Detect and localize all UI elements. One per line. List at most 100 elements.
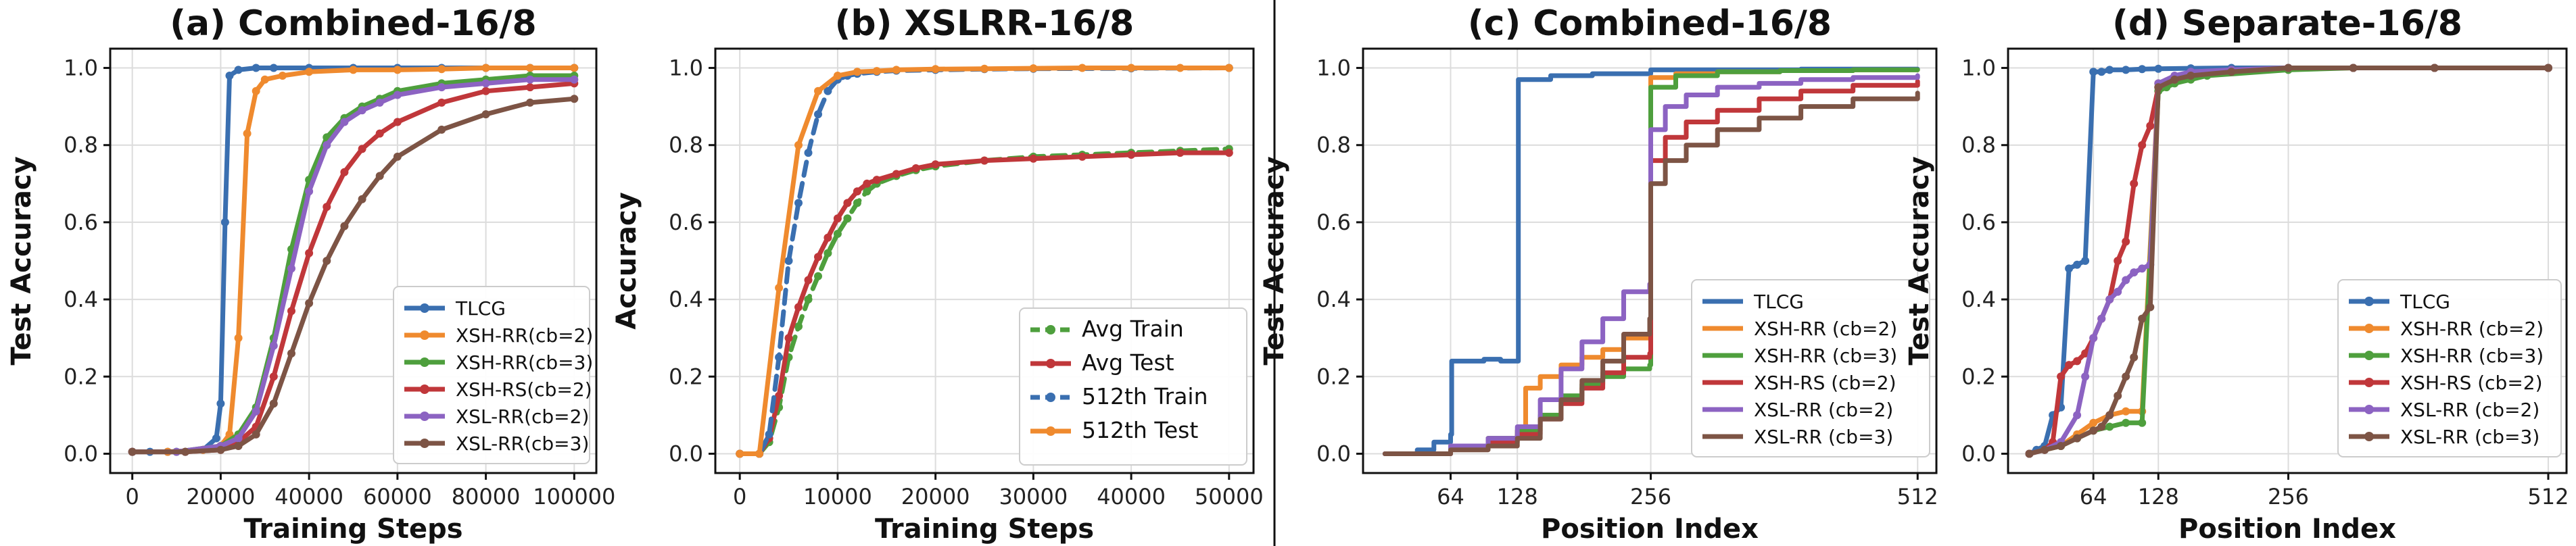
data-point (2154, 64, 2163, 73)
data-point (2089, 418, 2098, 427)
legend-box (2337, 279, 2562, 457)
data-point (252, 430, 260, 439)
chart-title: (c) Combined-16/8 (1468, 3, 1832, 44)
x-tick-label: 20000 (901, 484, 970, 510)
legend-label: TLCG (1753, 291, 1804, 313)
data-point (794, 199, 803, 207)
data-point (225, 72, 234, 80)
y-axis-label: Test Accuracy (1259, 156, 1290, 365)
legend-swatch-marker (1046, 426, 1055, 436)
legend-label: XSL-RR (cb=3) (1754, 426, 1893, 448)
data-point (833, 230, 842, 238)
legend-swatch-marker (420, 439, 429, 448)
x-tick-label: 256 (2268, 484, 2309, 510)
data-point (804, 295, 813, 304)
data-point (2187, 72, 2195, 80)
data-point (128, 447, 137, 456)
data-point (2122, 407, 2130, 416)
y-tick-label: 0.8 (669, 132, 703, 158)
legend-label: XSL-RR (cb=3) (2400, 426, 2539, 448)
data-point (305, 68, 314, 76)
data-point (2105, 422, 2114, 431)
data-point (1224, 149, 1233, 157)
data-point (2065, 361, 2074, 370)
chart-panel-b: 0 10000 20000 30000 40000 50000 0.0 0.2 0.4 0.6 0.… (611, 3, 1264, 545)
y-tick-label: 0.2 (64, 364, 98, 389)
y-tick-label: 0.0 (1961, 441, 1996, 466)
data-point (804, 276, 813, 284)
legend-label: XSH-RR (cb=3) (1754, 345, 1897, 367)
data-point (375, 98, 384, 107)
y-tick-label: 0.0 (1316, 441, 1351, 466)
data-point (358, 106, 366, 115)
legend-label: XSH-RS(cb=2) (456, 378, 592, 401)
data-point (1127, 64, 1136, 72)
data-point (234, 66, 243, 74)
x-tick-label: 64 (2080, 484, 2107, 510)
data-point (437, 83, 446, 92)
data-point (2089, 68, 2098, 76)
data-point (526, 75, 534, 84)
data-point (323, 203, 331, 212)
data-point (853, 199, 861, 207)
y-tick-label: 0.4 (1316, 287, 1351, 312)
x-tick-label: 64 (1437, 484, 1464, 510)
legend-swatch-marker (1046, 359, 1055, 368)
data-point (2138, 418, 2147, 427)
data-point (260, 75, 269, 84)
legend-label: XSH-RR (cb=3) (2400, 345, 2544, 367)
data-point (784, 334, 793, 343)
data-point (794, 141, 803, 149)
data-point (1078, 64, 1087, 72)
y-tick-label: 0.0 (669, 441, 703, 466)
data-point (833, 214, 842, 223)
legend-swatch-marker (2364, 432, 2374, 441)
data-point (2170, 75, 2179, 84)
data-point (252, 86, 260, 95)
data-point (323, 257, 331, 265)
data-point (481, 79, 490, 88)
legend-swatch-marker (2364, 324, 2374, 333)
legend-swatch-marker (420, 357, 429, 367)
data-point (2097, 314, 2106, 323)
data-point (243, 129, 252, 138)
legend: TLCG XSH-RR(cb=2) XSH-RR(cb=3) XSH-RS(cb=2)… (393, 286, 593, 464)
data-point (2146, 303, 2155, 312)
data-point (2146, 122, 2155, 130)
y-tick-label: 0.8 (1316, 132, 1351, 158)
y-tick-label: 0.8 (64, 132, 98, 158)
x-tick-label: 10000 (803, 484, 872, 510)
data-point (2122, 418, 2130, 427)
legend-swatch-marker (420, 412, 429, 421)
data-point (234, 434, 243, 443)
chart-panel-a: 0 20000 40000 60000 80000 100000 0.0 0.2 0.4 0.6 0… (6, 3, 615, 545)
data-point (375, 172, 384, 180)
data-point (2130, 353, 2139, 362)
data-point (736, 449, 744, 458)
data-point (269, 64, 278, 72)
legend: Avg Train Avg Test 512th Train 512th Test (1019, 307, 1247, 466)
data-point (570, 75, 579, 84)
data-point (2081, 372, 2090, 381)
x-tick-label: 0 (733, 484, 746, 510)
data-point (824, 249, 832, 257)
data-point (775, 284, 784, 292)
data-point (794, 303, 803, 312)
y-axis-label: Test Accuracy (1904, 156, 1935, 365)
data-point (437, 98, 446, 107)
data-point (278, 72, 287, 80)
data-point (833, 72, 842, 80)
data-point (2130, 179, 2139, 188)
data-point (323, 141, 331, 149)
data-point (287, 349, 295, 357)
chart-panel-d: 64 128 256 512 0.0 0.2 0.4 0.6 0.8 1.0 (d) Separat… (1904, 3, 2569, 545)
data-point (892, 66, 901, 74)
data-point (2097, 68, 2106, 76)
data-point (2430, 64, 2439, 72)
data-point (393, 152, 402, 161)
data-point (804, 149, 813, 157)
data-point (305, 249, 314, 257)
data-point (2138, 314, 2147, 323)
data-point (526, 83, 534, 92)
x-axis-label: Position Index (1541, 514, 1759, 545)
